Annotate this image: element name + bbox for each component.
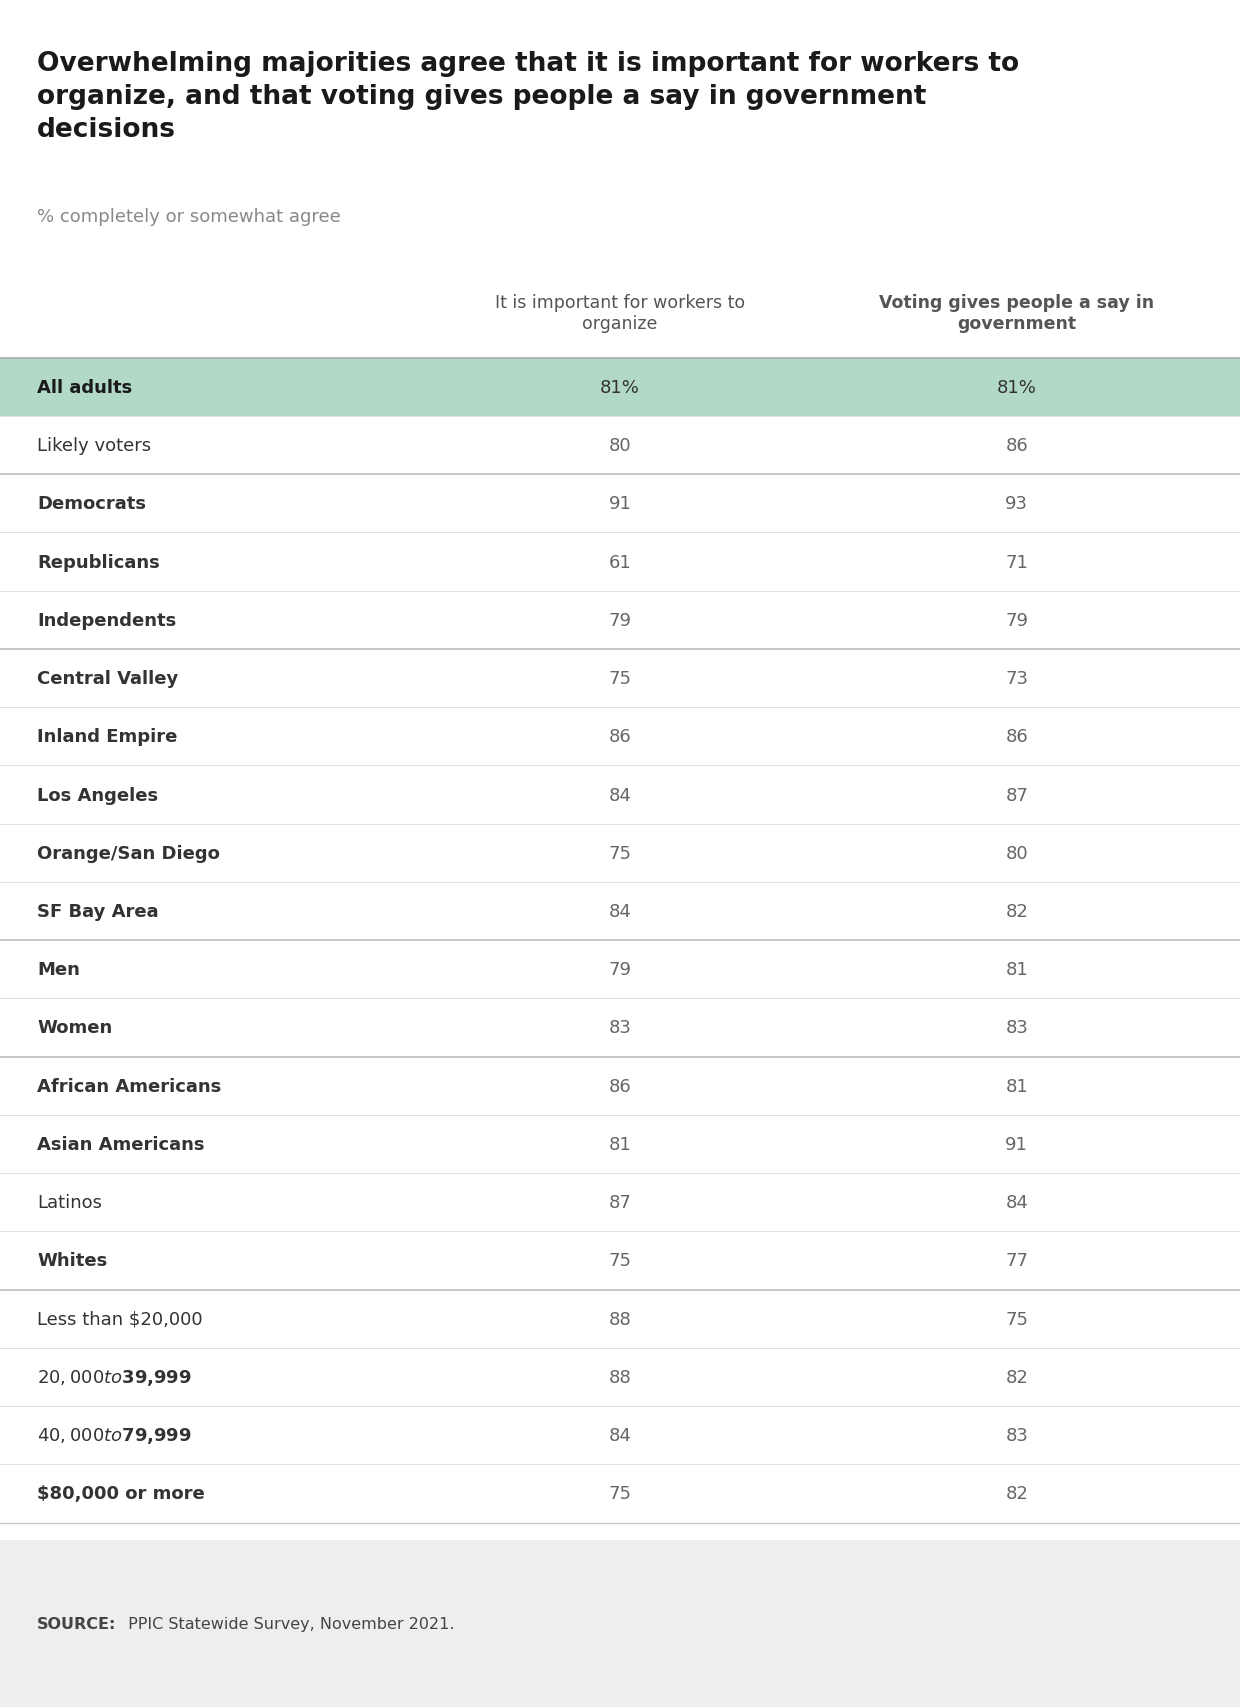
Text: 82: 82 xyxy=(1006,903,1028,920)
Text: SF Bay Area: SF Bay Area xyxy=(37,903,159,920)
Text: 86: 86 xyxy=(609,1077,631,1096)
Text: SOURCE:: SOURCE: xyxy=(37,1617,117,1630)
Text: 83: 83 xyxy=(1006,1427,1028,1444)
Text: 84: 84 xyxy=(1006,1193,1028,1212)
Text: Less than $20,000: Less than $20,000 xyxy=(37,1309,203,1328)
Text: 75: 75 xyxy=(609,1485,631,1502)
Text: It is important for workers to
organize: It is important for workers to organize xyxy=(495,294,745,333)
Text: 88: 88 xyxy=(609,1309,631,1328)
Text: 82: 82 xyxy=(1006,1485,1028,1502)
Text: African Americans: African Americans xyxy=(37,1077,222,1096)
Text: Voting gives people a say in
government: Voting gives people a say in government xyxy=(879,294,1154,333)
Text: 83: 83 xyxy=(609,1019,631,1036)
Text: 86: 86 xyxy=(1006,437,1028,454)
Text: 81%: 81% xyxy=(600,379,640,396)
Text: 75: 75 xyxy=(1006,1309,1028,1328)
Text: 84: 84 xyxy=(609,785,631,804)
Text: Los Angeles: Los Angeles xyxy=(37,785,159,804)
Text: 77: 77 xyxy=(1006,1251,1028,1270)
Bar xyxy=(0,358,1240,417)
Text: 86: 86 xyxy=(609,727,631,746)
Text: Independents: Independents xyxy=(37,611,176,630)
Text: 79: 79 xyxy=(609,611,631,630)
Text: Inland Empire: Inland Empire xyxy=(37,727,177,746)
Text: 61: 61 xyxy=(609,553,631,572)
Text: Likely voters: Likely voters xyxy=(37,437,151,454)
Bar xyxy=(0,1540,1240,1707)
Text: 73: 73 xyxy=(1006,669,1028,688)
Text: Women: Women xyxy=(37,1019,113,1036)
Text: 84: 84 xyxy=(609,903,631,920)
Text: 91: 91 xyxy=(1006,1135,1028,1154)
Text: All adults: All adults xyxy=(37,379,133,396)
Text: 80: 80 xyxy=(1006,845,1028,862)
Text: 93: 93 xyxy=(1006,495,1028,514)
Text: 84: 84 xyxy=(609,1427,631,1444)
Text: Men: Men xyxy=(37,961,81,978)
Text: 83: 83 xyxy=(1006,1019,1028,1036)
Text: $20,000 to $39,999: $20,000 to $39,999 xyxy=(37,1367,192,1388)
Text: Asian Americans: Asian Americans xyxy=(37,1135,205,1154)
Text: Democrats: Democrats xyxy=(37,495,146,514)
Text: 88: 88 xyxy=(609,1367,631,1386)
Text: 82: 82 xyxy=(1006,1367,1028,1386)
Text: 80: 80 xyxy=(609,437,631,454)
Text: 75: 75 xyxy=(609,669,631,688)
Text: Whites: Whites xyxy=(37,1251,108,1270)
Text: Overwhelming majorities agree that it is important for workers to
organize, and : Overwhelming majorities agree that it is… xyxy=(37,51,1019,143)
Text: Republicans: Republicans xyxy=(37,553,160,572)
Text: 71: 71 xyxy=(1006,553,1028,572)
Text: 87: 87 xyxy=(609,1193,631,1212)
Text: $40,000 to $79,999: $40,000 to $79,999 xyxy=(37,1425,192,1446)
Text: Orange/San Diego: Orange/San Diego xyxy=(37,845,219,862)
Text: 91: 91 xyxy=(609,495,631,514)
Text: 75: 75 xyxy=(609,845,631,862)
Text: % completely or somewhat agree: % completely or somewhat agree xyxy=(37,208,341,227)
Text: PPIC Statewide Survey, November 2021.: PPIC Statewide Survey, November 2021. xyxy=(123,1617,454,1630)
Text: $80,000 or more: $80,000 or more xyxy=(37,1485,205,1502)
Text: 81: 81 xyxy=(1006,961,1028,978)
Text: 81%: 81% xyxy=(997,379,1037,396)
Text: 79: 79 xyxy=(609,961,631,978)
Text: 75: 75 xyxy=(609,1251,631,1270)
Text: 79: 79 xyxy=(1006,611,1028,630)
Text: 86: 86 xyxy=(1006,727,1028,746)
Text: 87: 87 xyxy=(1006,785,1028,804)
Text: 81: 81 xyxy=(609,1135,631,1154)
Text: Latinos: Latinos xyxy=(37,1193,102,1212)
Text: Central Valley: Central Valley xyxy=(37,669,179,688)
Text: 81: 81 xyxy=(1006,1077,1028,1096)
